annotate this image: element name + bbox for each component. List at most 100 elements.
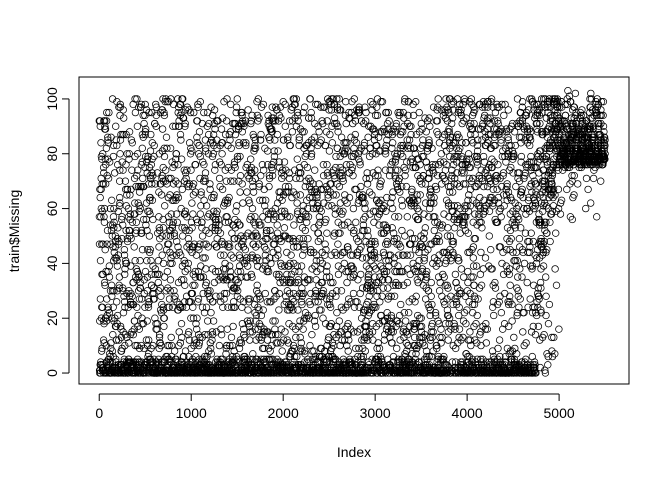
data-point	[179, 95, 187, 103]
data-point	[160, 152, 169, 161]
data-point	[337, 328, 345, 336]
data-point	[256, 295, 264, 303]
data-point	[355, 103, 363, 111]
data-point	[486, 177, 495, 185]
data-point	[432, 185, 441, 194]
data-point	[465, 248, 474, 257]
data-point	[297, 339, 305, 347]
data-point	[293, 108, 302, 117]
data-point	[342, 267, 350, 276]
data-point	[324, 191, 332, 199]
data-point	[259, 265, 267, 273]
data-point	[332, 251, 341, 259]
data-point	[548, 172, 557, 180]
data-point	[500, 202, 508, 210]
data-point	[313, 193, 321, 202]
data-point	[392, 281, 400, 289]
data-point	[409, 163, 417, 172]
data-point	[531, 202, 540, 210]
data-point	[441, 281, 449, 289]
data-point	[263, 355, 271, 363]
data-point	[198, 232, 207, 240]
data-point	[187, 314, 195, 322]
data-point	[344, 218, 352, 226]
data-point	[180, 257, 188, 265]
data-point	[331, 204, 339, 213]
data-point	[170, 295, 178, 303]
data-point	[185, 328, 193, 336]
data-point	[326, 130, 334, 139]
data-point	[281, 100, 289, 109]
data-point	[532, 188, 540, 196]
data-point	[137, 100, 146, 109]
data-point	[97, 213, 105, 221]
data-point	[435, 232, 443, 240]
data-point	[536, 278, 545, 287]
data-point	[134, 311, 142, 320]
data-point	[507, 235, 515, 243]
data-point	[333, 309, 341, 317]
data-point	[210, 191, 218, 199]
data-point	[183, 166, 191, 174]
data-point	[158, 172, 166, 180]
data-point	[334, 128, 342, 136]
data-point	[504, 188, 513, 196]
data-point	[270, 152, 279, 161]
data-point	[400, 309, 408, 317]
data-point	[349, 289, 358, 298]
data-point	[455, 257, 463, 265]
data-point	[157, 292, 165, 300]
data-point	[316, 265, 325, 273]
data-point	[349, 204, 358, 213]
data-point	[266, 254, 274, 262]
data-point	[531, 363, 539, 372]
data-point	[535, 210, 543, 218]
data-point	[434, 273, 443, 281]
data-point	[160, 111, 169, 120]
data-point	[418, 267, 426, 276]
data-point	[344, 243, 352, 251]
data-point	[145, 248, 154, 257]
data-point	[223, 95, 231, 103]
data-point	[152, 111, 160, 120]
data-point	[265, 172, 274, 180]
data-point	[383, 193, 391, 202]
data-point	[273, 221, 281, 229]
data-point	[215, 174, 224, 183]
data-point	[298, 347, 306, 355]
data-point	[526, 136, 535, 144]
data-point	[554, 108, 562, 117]
data-point	[140, 344, 148, 353]
data-point	[190, 240, 198, 248]
data-point	[426, 122, 434, 130]
data-point	[138, 246, 147, 254]
data-point	[290, 221, 298, 229]
data-point	[260, 325, 268, 333]
data-point	[263, 147, 272, 155]
data-point	[531, 331, 540, 339]
data-point	[157, 191, 166, 199]
data-point	[526, 95, 534, 103]
data-point	[392, 122, 400, 130]
data-point	[389, 229, 398, 237]
data-point	[420, 235, 428, 243]
data-point	[471, 235, 480, 243]
data-point	[259, 306, 267, 314]
data-point	[191, 273, 199, 281]
data-point	[165, 341, 173, 350]
data-point	[188, 289, 197, 298]
data-point	[334, 122, 342, 130]
data-point	[203, 352, 211, 361]
data-point	[130, 243, 138, 251]
data-point	[155, 213, 163, 221]
data-point	[332, 333, 340, 342]
data-point	[477, 281, 486, 289]
data-point	[275, 273, 283, 281]
data-point	[317, 136, 325, 144]
data-point	[283, 287, 292, 295]
data-point	[125, 155, 133, 163]
data-point	[528, 309, 537, 317]
data-point	[299, 235, 308, 243]
data-point	[381, 166, 390, 174]
data-point	[177, 204, 185, 213]
